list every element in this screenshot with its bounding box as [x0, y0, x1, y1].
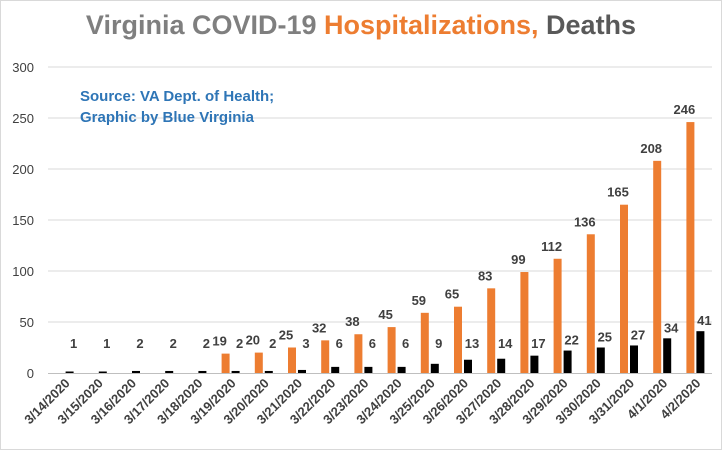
data-label-hospitalizations: 83: [478, 268, 492, 283]
bar-hospitalizations: [221, 353, 230, 373]
title-part-hospitalizations: Hospitalizations,: [324, 10, 539, 40]
bar-hospitalizations: [420, 312, 429, 373]
data-label-hospitalizations: 38: [345, 314, 359, 329]
data-label-deaths: 6: [336, 336, 343, 351]
data-label-deaths: 2: [136, 336, 143, 351]
title-part-virginia: Virginia COVID-19: [85, 10, 324, 40]
source-note: Source: VA Dept. of Health; Graphic by B…: [80, 86, 274, 128]
data-label-deaths: 2: [236, 336, 243, 351]
data-labels: 1 1 2 2 2 19 2 20 225332638645659965138314991711…: [70, 102, 712, 351]
data-label-deaths: 9: [435, 336, 442, 351]
data-label-hospitalizations: 65: [445, 287, 459, 302]
data-label-hospitalizations: 165: [607, 185, 629, 200]
data-label-hospitalizations: 136: [574, 214, 596, 229]
bar-hospitalizations: [586, 234, 595, 373]
bar-deaths: [298, 369, 306, 373]
y-axis: 0 50 100 150 200 250 300: [12, 60, 34, 381]
bar-deaths: [530, 355, 539, 373]
gridlines: [48, 66, 712, 323]
y-tick-label: 100: [12, 264, 34, 279]
data-label-hospitalizations: 59: [412, 293, 426, 308]
bar-hospitalizations: [620, 204, 628, 373]
bar-hospitalizations: [288, 347, 296, 373]
bar-deaths: [331, 366, 340, 373]
data-label-hospitalizations: 246: [674, 102, 696, 117]
bar-deaths: [563, 350, 572, 373]
bar-hospitalizations: [487, 288, 496, 373]
bar-hospitalizations: [454, 306, 462, 373]
bar-hospitalizations: [520, 272, 529, 373]
data-label-deaths: 6: [369, 336, 376, 351]
data-label-deaths: 1: [70, 336, 77, 351]
y-tick-label: 250: [12, 111, 34, 126]
bar-hospitalizations: [354, 334, 363, 373]
bar-deaths: [397, 366, 406, 373]
data-label-deaths: 2: [203, 336, 210, 351]
bar-deaths: [464, 359, 472, 373]
data-label-deaths: 22: [564, 333, 578, 348]
data-label-hospitalizations: 25: [279, 328, 293, 343]
bar-deaths: [198, 370, 207, 373]
data-label-deaths: 17: [531, 336, 545, 351]
data-label-hospitalizations: 32: [312, 320, 326, 335]
bar-hospitalizations: [387, 327, 396, 373]
bar-deaths: [630, 345, 638, 373]
y-tick-label: 150: [12, 213, 34, 228]
data-label-deaths: 25: [598, 330, 612, 345]
data-label-hospitalizations: 45: [378, 307, 392, 322]
data-label-deaths: 3: [302, 336, 309, 351]
data-label-deaths: 14: [498, 336, 513, 351]
bar-deaths: [364, 366, 373, 373]
bar-hospitalizations: [653, 160, 662, 373]
bar-deaths: [497, 358, 506, 373]
bars: [65, 122, 705, 373]
bar-deaths: [696, 331, 705, 373]
data-label-hospitalizations: 20: [246, 333, 260, 348]
bar-hospitalizations: [686, 122, 695, 373]
y-tick-label: 50: [20, 315, 34, 330]
data-label-hospitalizations: 112: [541, 239, 562, 254]
data-label-deaths: 2: [170, 336, 177, 351]
bar-deaths: [596, 347, 605, 373]
data-label-deaths: 6: [402, 336, 409, 351]
data-label-hospitalizations: 208: [640, 141, 662, 156]
y-tick-label: 0: [27, 366, 34, 381]
bar-deaths: [132, 370, 140, 373]
bar-deaths: [231, 370, 240, 373]
x-axis: 3/14/20203/15/20203/16/20203/17/20203/18…: [21, 373, 712, 427]
bar-deaths: [430, 363, 439, 373]
data-label-hospitalizations: 19: [212, 334, 226, 349]
title-part-deaths: Deaths: [538, 10, 637, 40]
data-label-deaths: 13: [465, 336, 479, 351]
bar-deaths: [165, 370, 174, 373]
chart-title: Virginia COVID-19 Hospitalizations, Deat…: [0, 10, 722, 41]
bar-deaths: [264, 370, 273, 373]
source-line-2: Graphic by Blue Virginia: [80, 109, 254, 126]
bar-deaths: [65, 371, 74, 373]
bar-deaths: [663, 338, 672, 373]
data-label-deaths: 41: [697, 313, 711, 328]
bar-hospitalizations: [553, 258, 562, 373]
bar-hospitalizations: [321, 340, 330, 373]
data-label-deaths: 27: [631, 327, 645, 342]
source-line-1: Source: VA Dept. of Health;: [80, 88, 275, 105]
y-tick-label: 300: [12, 60, 34, 75]
bar-deaths: [98, 371, 107, 373]
y-tick-label: 200: [12, 162, 34, 177]
data-label-deaths: 2: [269, 336, 276, 351]
data-label-hospitalizations: 99: [511, 252, 525, 267]
data-label-deaths: 1: [103, 336, 110, 351]
data-label-deaths: 34: [664, 320, 679, 335]
bar-hospitalizations: [254, 352, 263, 373]
